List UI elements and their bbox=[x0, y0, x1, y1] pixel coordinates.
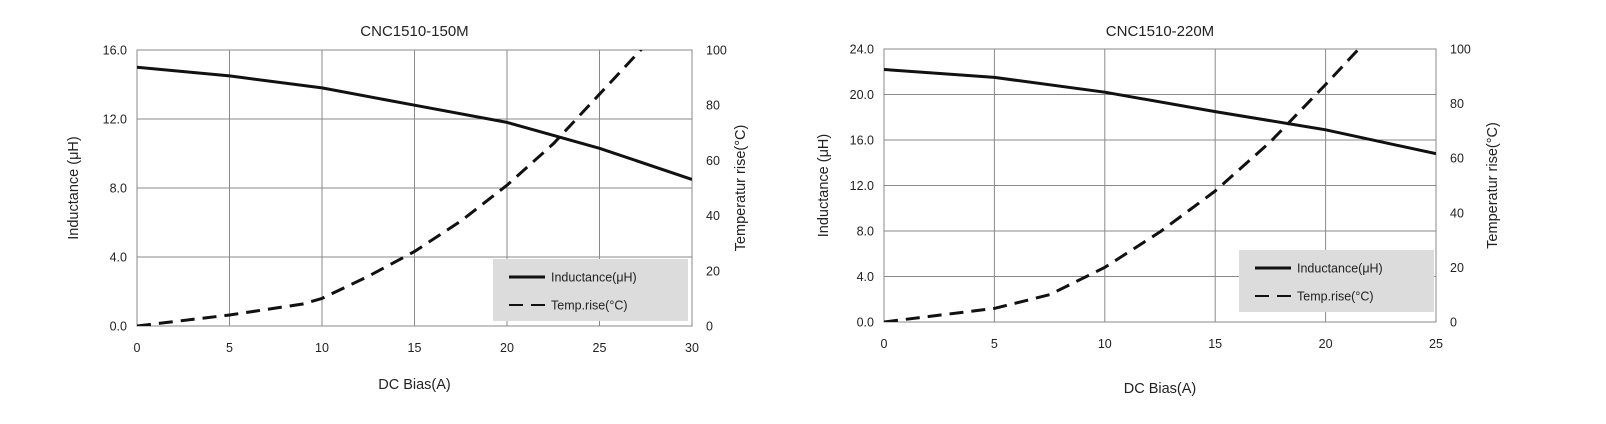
y-tick-label: 12.0 bbox=[850, 179, 874, 193]
y2-axis-label: Temperatur rise(°C) bbox=[1485, 122, 1501, 249]
y2-tick-label: 100 bbox=[1450, 43, 1471, 57]
legend: Inductance(μH) Temp.rise(°C) bbox=[1239, 250, 1434, 312]
y-tick-label: 8.0 bbox=[110, 182, 127, 196]
x-tick-label: 0 bbox=[881, 337, 888, 351]
legend: Inductance(μH) Temp.rise(°C) bbox=[493, 259, 688, 321]
y-axis-label: Inductance (μH) bbox=[66, 136, 82, 239]
y-axis-label: Inductance (μH) bbox=[816, 134, 832, 237]
chart-title: CNC1510-150M bbox=[360, 23, 468, 40]
y2-tick-label: 60 bbox=[706, 154, 720, 168]
y2-tick-label: 80 bbox=[1450, 97, 1464, 111]
y-tick-label: 16.0 bbox=[850, 134, 874, 148]
series-line-temp-rise bbox=[137, 50, 643, 326]
x-tick-label: 15 bbox=[1208, 337, 1222, 351]
y2-tick-label: 0 bbox=[706, 320, 713, 334]
x-tick-label: 5 bbox=[226, 341, 233, 355]
chart-1: CNC1510-150M 0 5 10 15 20 25 30 0.0 4.0 8.0 12.0 16.… bbox=[66, 23, 749, 393]
legend-label: Temp.rise(°C) bbox=[1297, 290, 1374, 304]
legend-box bbox=[493, 259, 688, 321]
y2-tick-label: 60 bbox=[1450, 152, 1464, 166]
y-tick-label: 4.0 bbox=[857, 270, 874, 284]
legend-label: Inductance(μH) bbox=[551, 271, 637, 285]
x-axis-label: DC Bias(A) bbox=[378, 377, 451, 393]
legend-label: Temp.rise(°C) bbox=[551, 299, 628, 313]
x-tick-label: 20 bbox=[1319, 337, 1333, 351]
x-tick-label: 5 bbox=[991, 337, 998, 351]
x-tick-label: 30 bbox=[685, 341, 699, 355]
y2-tick-label: 40 bbox=[706, 209, 720, 223]
y-tick-label: 16.0 bbox=[103, 44, 127, 58]
x-tick-label: 15 bbox=[408, 341, 422, 355]
y-tick-label: 8.0 bbox=[857, 225, 874, 239]
y2-tick-label: 40 bbox=[1450, 206, 1464, 220]
y-tick-label: 20.0 bbox=[850, 88, 874, 102]
x-tick-label: 20 bbox=[500, 341, 514, 355]
chart-title: CNC1510-220M bbox=[1106, 23, 1214, 40]
y-tick-label: 4.0 bbox=[110, 251, 127, 265]
y2-tick-label: 80 bbox=[706, 99, 720, 113]
y-tick-label: 12.0 bbox=[103, 113, 127, 127]
x-tick-label: 10 bbox=[1098, 337, 1112, 351]
y2-axis-label: Temperatur rise(°C) bbox=[733, 125, 749, 252]
y2-tick-label: 20 bbox=[1450, 261, 1464, 275]
legend-box bbox=[1239, 250, 1434, 312]
y2-tick-label: 0 bbox=[1450, 316, 1457, 330]
x-tick-label: 25 bbox=[1429, 337, 1443, 351]
x-axis-label: DC Bias(A) bbox=[1124, 381, 1197, 397]
series-line-inductance bbox=[137, 65, 692, 181]
y-tick-label: 0.0 bbox=[857, 316, 874, 330]
x-tick-label: 0 bbox=[134, 341, 141, 355]
x-tick-label: 10 bbox=[315, 341, 329, 355]
series-line-inductance bbox=[884, 68, 1436, 156]
y-tick-label: 0.0 bbox=[110, 320, 127, 334]
series-line-temp-rise bbox=[884, 49, 1360, 322]
y2-tick-label: 20 bbox=[706, 264, 720, 278]
legend-label: Inductance(μH) bbox=[1297, 262, 1383, 276]
chart-2: CNC1510-220M 0 5 10 15 20 25 0.0 4.0 8.0 12.0 16.0 2… bbox=[816, 23, 1501, 397]
y2-tick-label: 100 bbox=[706, 44, 727, 58]
y-tick-label: 24.0 bbox=[850, 43, 874, 57]
x-tick-label: 25 bbox=[593, 341, 607, 355]
